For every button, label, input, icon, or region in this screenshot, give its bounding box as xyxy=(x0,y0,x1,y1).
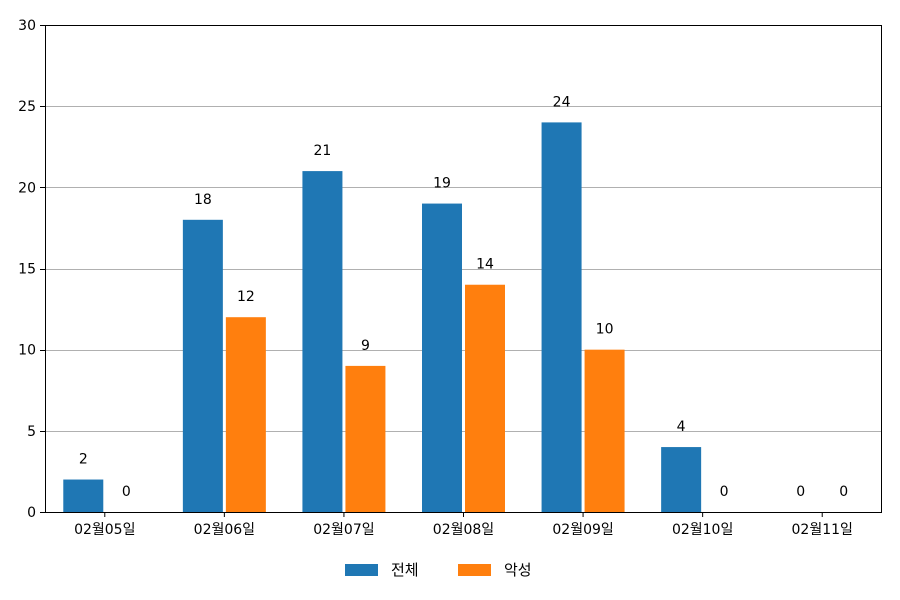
legend: 전체 악성 xyxy=(345,561,532,579)
bar-malicious xyxy=(225,317,266,512)
grid-lines xyxy=(45,106,882,432)
x-tick-label: 02월11일 xyxy=(792,522,853,538)
x-tick-label: 02월08일 xyxy=(433,522,494,538)
y-tick-label: 25 xyxy=(18,99,36,115)
data-label: 18 xyxy=(194,192,212,208)
data-label: 12 xyxy=(237,289,255,305)
legend-swatch xyxy=(345,564,378,576)
data-label: 9 xyxy=(361,338,370,354)
legend-label: 악성 xyxy=(504,561,532,579)
data-label: 21 xyxy=(314,143,332,159)
bar-total xyxy=(422,203,462,513)
data-label: 0 xyxy=(122,484,131,500)
data-label: 0 xyxy=(720,484,729,500)
bar-total xyxy=(661,447,702,512)
bar-total xyxy=(541,122,582,513)
y-tick-label: 10 xyxy=(18,343,36,359)
data-label: 14 xyxy=(476,257,494,273)
y-tick-label: 5 xyxy=(27,424,36,440)
x-tick-label: 02월06일 xyxy=(194,522,255,538)
y-tick-label: 0 xyxy=(27,505,36,521)
x-tick-label: 02월05일 xyxy=(74,522,135,538)
bar-malicious xyxy=(584,349,625,512)
bar-total xyxy=(302,171,343,512)
x-tick-label: 02월07일 xyxy=(313,522,374,538)
x-axis: 02월05일 02월06일 02월07일 02월08일 02월09일 02월10일 02월1… xyxy=(74,512,853,538)
data-labels: 2 0 18 12 21 9 19 14 24 10 4 0 0 0 xyxy=(79,94,848,500)
bar-malicious xyxy=(465,284,505,512)
y-tick-label: 20 xyxy=(18,180,36,196)
data-label: 2 xyxy=(79,452,88,468)
bar-total xyxy=(182,219,223,513)
y-axis: 0 5 10 15 20 25 30 xyxy=(18,18,45,521)
data-label: 4 xyxy=(677,419,686,435)
y-tick-label: 30 xyxy=(18,18,36,34)
data-label: 0 xyxy=(796,484,805,500)
bars xyxy=(63,122,702,513)
bar-total xyxy=(63,479,104,512)
data-label: 10 xyxy=(596,322,614,338)
x-tick-label: 02월10일 xyxy=(672,522,733,538)
data-label: 24 xyxy=(553,94,571,110)
data-label: 19 xyxy=(433,176,451,192)
y-tick-label: 15 xyxy=(18,262,36,278)
legend-label: 전체 xyxy=(391,561,419,579)
x-tick-label: 02월09일 xyxy=(552,522,613,538)
bar-malicious xyxy=(345,365,386,512)
data-label: 0 xyxy=(839,484,848,500)
legend-swatch xyxy=(458,564,491,576)
